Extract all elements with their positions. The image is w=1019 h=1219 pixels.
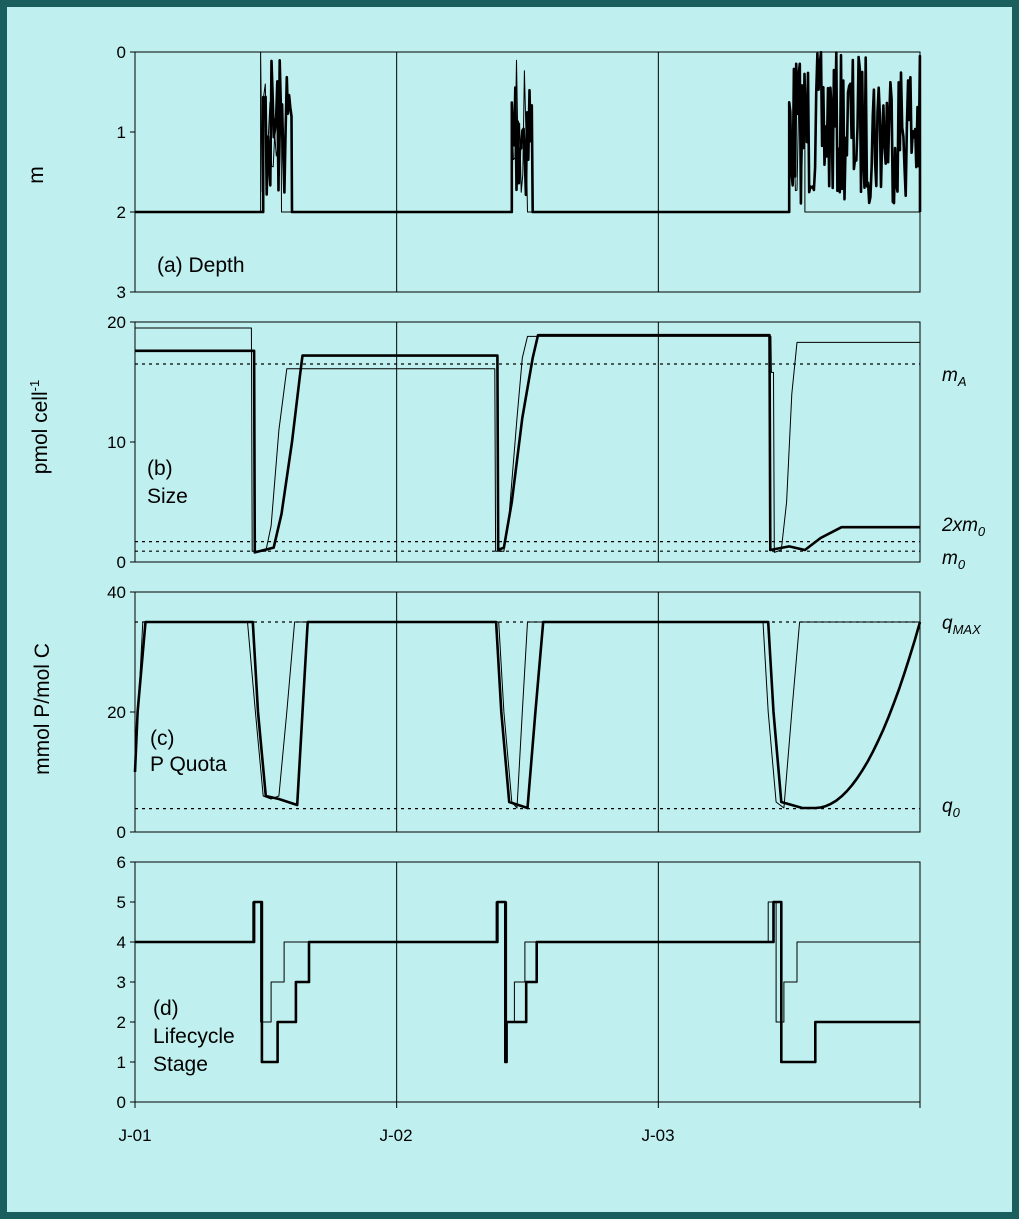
ytick-label-lifecycle-6: 6 (117, 853, 126, 872)
ref-label-mA: mA (942, 365, 967, 389)
ytick-label-p_quota-40: 40 (107, 583, 126, 602)
ytick-label-p_quota-20: 20 (107, 703, 126, 722)
svg-text:pmol cell-1: pmol cell-1 (27, 380, 52, 474)
ylabel-size-text: pmol cell (29, 391, 52, 474)
ytick-label-depth-2: 2 (117, 203, 126, 222)
chart-frame: m pmol cell-1 mmol P/mol C (a) Depth (b)… (7, 7, 1012, 1212)
ytick-label-depth-3: 3 (117, 283, 126, 302)
ytick-label-size-20: 20 (107, 313, 126, 332)
xtick-label-0: J-01 (118, 1126, 151, 1145)
panel-d-label-2: Lifecycle (153, 1025, 235, 1048)
xtick-label-2: J-03 (641, 1126, 674, 1145)
ytick-label-lifecycle-0: 0 (117, 1093, 126, 1112)
panel-b-label-2: Size (147, 485, 188, 508)
panel-b-label-1: (b) (147, 457, 173, 480)
ytick-label-lifecycle-3: 3 (117, 973, 126, 992)
ylabel-size-sup: -1 (27, 380, 42, 392)
xtick-label-1: J-02 (379, 1126, 412, 1145)
series-lifecycle-thick (135, 900, 920, 1064)
ylabel-depth: m (25, 166, 48, 184)
series-size-thin (135, 327, 920, 553)
ytick-label-depth-1: 1 (117, 123, 126, 142)
ylabel-pquota: mmol P/mol C (31, 643, 54, 775)
ytick-label-lifecycle-5: 5 (117, 893, 126, 912)
figure-svg: m pmol cell-1 mmol P/mol C (a) Depth (b)… (25, 43, 986, 1145)
series-depth-thick (135, 50, 922, 214)
ytick-label-lifecycle-2: 2 (117, 1013, 126, 1032)
ytick-label-depth-0: 0 (117, 43, 126, 62)
ref-label-2xm0: 2xm0 (941, 515, 986, 539)
series-depth-thin (135, 51, 920, 213)
ytick-label-size-10: 10 (107, 433, 126, 452)
ytick-label-lifecycle-1: 1 (117, 1053, 126, 1072)
ytick-label-lifecycle-4: 4 (117, 933, 126, 952)
panel-d-label-1: (d) (153, 997, 179, 1020)
ref-label-m0: m0 (942, 548, 966, 572)
ytick-label-size-0: 0 (117, 553, 126, 572)
series-size-thick (135, 333, 920, 554)
ref-label-q0: q0 (942, 796, 961, 820)
panel-d-label-3: Stage (153, 1053, 208, 1076)
ytick-label-p_quota-0: 0 (117, 823, 126, 842)
ref-label-qmax: qMAX (942, 613, 982, 637)
panel-c-label-1: (c) (150, 727, 175, 750)
ylabel-size: pmol cell-1 (27, 380, 52, 474)
panel-c-label-2: P Quota (150, 753, 227, 776)
series-pquota-thin (134, 621, 920, 809)
panel-frame-size (134, 321, 921, 563)
panel-a-label: (a) Depth (157, 254, 245, 277)
series-pquota-thick (133, 620, 922, 810)
